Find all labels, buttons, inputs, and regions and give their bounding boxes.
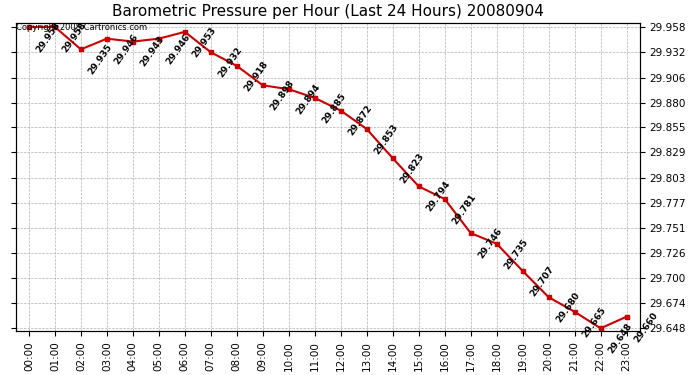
Text: 29.665: 29.665 [580, 305, 607, 339]
Text: 29.898: 29.898 [268, 79, 296, 112]
Text: 29.943: 29.943 [139, 35, 166, 69]
Text: 29.946: 29.946 [112, 32, 140, 66]
Text: 29.885: 29.885 [320, 92, 348, 125]
Text: 29.707: 29.707 [529, 264, 555, 298]
Text: 29.648: 29.648 [607, 322, 633, 356]
Text: 29.781: 29.781 [451, 192, 477, 226]
Text: 29.660: 29.660 [632, 310, 660, 344]
Text: 29.872: 29.872 [346, 104, 374, 138]
Text: 29.794: 29.794 [424, 180, 452, 213]
Text: Copyright 2008 Cartronics.com: Copyright 2008 Cartronics.com [16, 23, 147, 32]
Title: Barometric Pressure per Hour (Last 24 Hours) 20080904: Barometric Pressure per Hour (Last 24 Ho… [112, 4, 544, 19]
Text: 29.746: 29.746 [476, 226, 504, 260]
Text: 29.932: 29.932 [217, 45, 244, 79]
Text: 29.946: 29.946 [164, 32, 192, 66]
Text: 29.935: 29.935 [86, 43, 114, 76]
Text: 29.853: 29.853 [373, 122, 400, 156]
Text: 29.680: 29.680 [554, 291, 582, 324]
Text: 29.918: 29.918 [242, 59, 270, 93]
Text: 29.958: 29.958 [61, 20, 88, 54]
Text: 29.958: 29.958 [34, 20, 62, 54]
Text: 29.953: 29.953 [190, 25, 218, 59]
Text: 29.735: 29.735 [502, 237, 530, 271]
Text: 29.823: 29.823 [398, 152, 426, 185]
Text: 29.894: 29.894 [295, 82, 322, 116]
